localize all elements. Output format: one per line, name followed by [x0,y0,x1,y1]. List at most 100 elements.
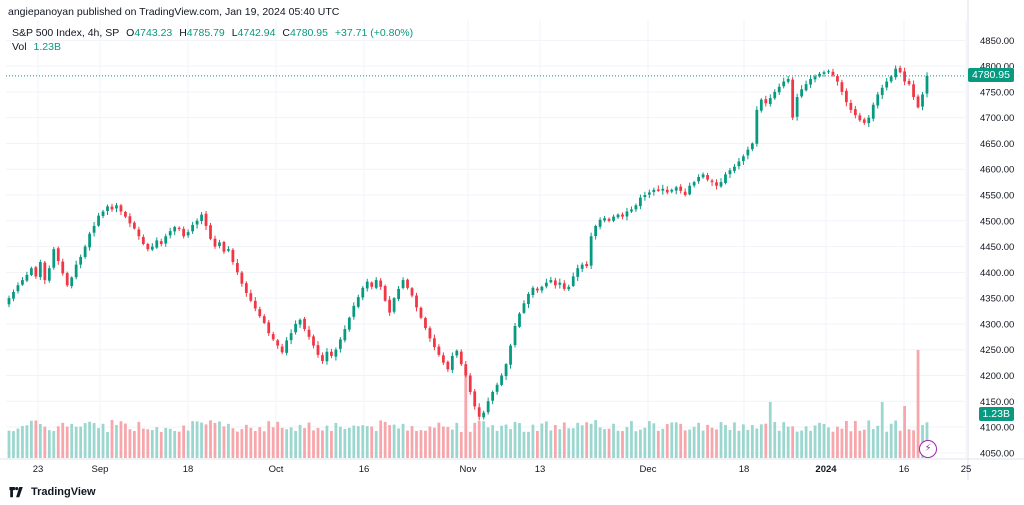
volume-bar [52,431,56,458]
candle-body [361,287,365,298]
candle-body [768,98,772,104]
candle-body [782,81,786,87]
candle-body [840,82,844,92]
candle-body [110,206,114,210]
candle-body [916,96,920,108]
volume-bar [222,426,226,458]
volume-bar [141,428,145,458]
candle-body [271,334,275,340]
candle-body [406,279,409,288]
price-tick-label: 4050.00 [980,448,1014,459]
volume-bar [321,430,324,458]
candle-body [280,346,284,353]
volume-bar [253,430,257,458]
candle-body [186,232,190,236]
volume-bar [706,424,709,458]
volume-bar [670,422,674,458]
candle-body [97,215,100,226]
volume-bar [500,425,503,458]
candle-body [513,325,517,346]
candle-body [643,195,647,197]
candle-body [141,236,145,244]
candle-body [777,86,781,93]
volume-bar [768,402,772,458]
lightning-icon[interactable]: ⚡ [919,440,937,458]
candle-body [764,99,768,104]
price-tick-label: 4100.00 [980,423,1014,434]
candle-body [356,297,360,307]
volume-bar [495,430,499,458]
volume-bar [786,426,790,458]
volume-bar [697,422,701,458]
candle-body [128,216,132,224]
volume-bar [549,430,553,458]
volume-bar [885,431,889,458]
volume-bar [137,421,141,458]
volume-bar [791,426,795,458]
candle-body [818,73,821,77]
volume-bar [715,429,718,458]
candle-body [347,317,351,330]
candle-body [450,355,454,370]
candle-body [536,288,539,291]
low-value: 4742.94 [237,27,276,39]
candle-body [213,238,217,247]
candle-body [316,345,320,355]
volume-bar [795,431,799,458]
candle-body [397,288,400,300]
candle-body [249,293,253,301]
candle-body [374,280,378,288]
candle-body [34,267,38,277]
volume-bar [625,427,629,458]
volume-bar [567,428,571,458]
volume-bar [177,431,181,458]
high-label: H [179,27,187,39]
candle-body [750,143,754,150]
volume-bar [544,421,548,458]
candle-body [231,249,235,263]
close-value: 4780.95 [290,27,328,39]
candle-body [191,224,194,232]
candle-body [616,214,620,218]
volume-bar [643,427,647,458]
volume-bar [406,430,409,458]
candle-body [630,209,633,212]
volume-bar [307,422,311,458]
volume-bar [388,425,392,458]
candle-body [827,71,830,73]
volume-bar [231,428,235,458]
candle-body [168,231,172,236]
volume-bar [903,406,906,458]
volume-bar [661,428,665,458]
volume-bar [656,430,660,458]
volume-bar [647,421,651,458]
volume-bar [894,420,898,458]
candle-body [621,214,624,217]
candle-body [83,246,87,258]
volume-bar [737,430,741,458]
volume-bar [79,426,83,458]
candle-body [679,186,683,191]
volume-bar [867,420,871,458]
candle-body [38,262,42,278]
volume-bar [858,430,862,458]
volume-bar [822,423,826,458]
volume-bar [168,428,172,458]
candle-body [334,349,338,357]
candle-body [7,298,11,305]
volume-bar [419,430,423,458]
volume-bar [38,423,42,458]
candle-body [298,319,302,325]
candle-body [845,90,848,103]
vol-label: Vol [12,41,27,53]
candle-body [867,117,871,124]
price-tick-label: 4750.00 [980,87,1014,98]
candle-body [379,280,383,287]
candle-body [182,228,186,237]
tradingview-brand[interactable]: TradingView [8,486,96,498]
volume-bar [683,430,687,458]
volume-bar [267,421,271,458]
volume-bar [365,426,369,458]
candle-body [70,277,74,287]
